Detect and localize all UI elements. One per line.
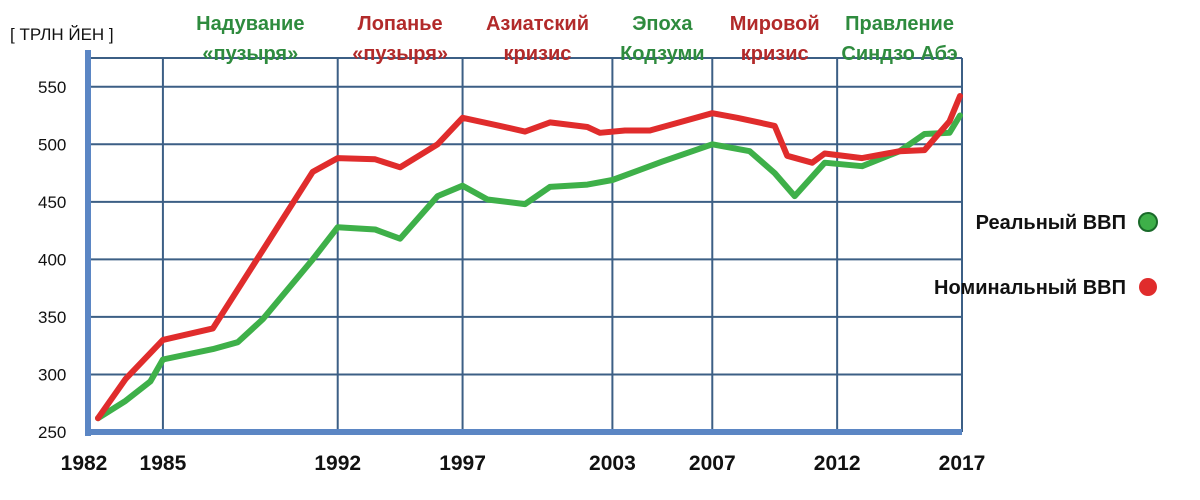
- legend-label: Реальный ВВП: [976, 212, 1126, 234]
- era-labels: Надувание «пузыря» Лопанье «пузыря» Азиатски…: [196, 13, 958, 65]
- x-tick-label: 2007: [689, 452, 736, 475]
- y-axis-unit-label: [ ТРЛН ЙЕН ]: [10, 25, 114, 44]
- era-label: Азиатский: [486, 13, 589, 35]
- series-line-real-gdp: [95, 112, 963, 422]
- axes: [85, 50, 962, 436]
- era-label: Лопанье: [358, 13, 443, 35]
- x-tick-label: 1997: [439, 452, 486, 475]
- era-label: Кодзуми: [620, 43, 705, 65]
- era-label: кризис: [504, 43, 572, 65]
- era-label: «пузыря»: [352, 43, 448, 65]
- y-tick-label: 550: [38, 78, 66, 97]
- x-tick-label: 1982: [61, 452, 108, 475]
- legend-marker: [1138, 212, 1158, 232]
- x-tick-label: 2012: [814, 452, 861, 475]
- era-label: Синдзо Абэ: [841, 43, 957, 65]
- y-tick-label: 500: [38, 135, 66, 154]
- tick-labels: 250 300 350 400 450 500 550 1982 1985 1992 1997 200…: [38, 78, 985, 475]
- series-line-nominal-gdp: [95, 93, 963, 422]
- y-tick-label: 350: [38, 308, 66, 327]
- legend-label: Номинальный ВВП: [934, 277, 1126, 299]
- legend-marker: [1139, 278, 1157, 296]
- legend: Реальный ВВП Номинальный ВВП: [934, 212, 1158, 299]
- grid: [88, 57, 963, 432]
- era-label: Надувание: [196, 13, 304, 35]
- era-label: Мировой: [730, 13, 820, 35]
- series-lines: [95, 93, 963, 422]
- x-tick-label: 2003: [589, 452, 636, 475]
- era-label: кризис: [741, 43, 809, 65]
- x-tick-label: 1985: [140, 452, 187, 475]
- x-tick-label: 2017: [939, 452, 986, 475]
- y-tick-label: 300: [38, 365, 66, 384]
- y-tick-label: 450: [38, 193, 66, 212]
- era-label: Правление: [845, 13, 954, 35]
- era-label: Эпоха: [632, 13, 693, 35]
- era-label: «пузыря»: [202, 43, 298, 65]
- x-tick-label: 1992: [314, 452, 361, 475]
- y-tick-label: 400: [38, 250, 66, 269]
- y-tick-label: 250: [38, 423, 66, 442]
